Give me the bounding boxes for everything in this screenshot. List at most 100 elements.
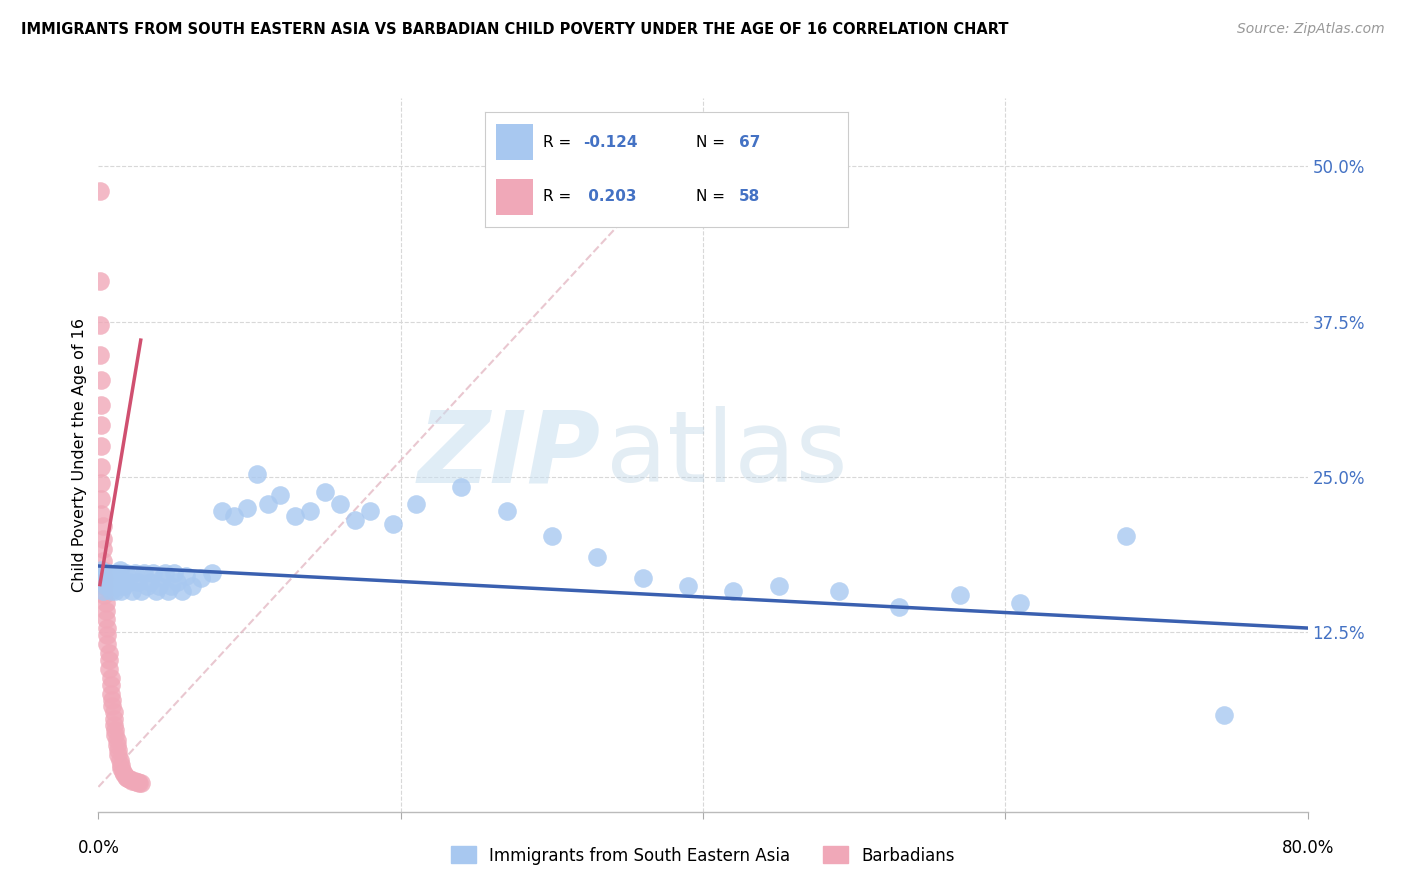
Point bbox=[344, 513, 367, 527]
Point bbox=[112, 767, 135, 781]
Point bbox=[128, 776, 150, 790]
Point bbox=[93, 566, 115, 581]
Point bbox=[246, 467, 269, 482]
Text: atlas: atlas bbox=[606, 407, 848, 503]
Point bbox=[148, 579, 170, 593]
Point bbox=[153, 566, 176, 581]
Point bbox=[98, 646, 121, 660]
Point bbox=[103, 712, 125, 726]
Point bbox=[115, 771, 138, 785]
Point bbox=[224, 509, 246, 524]
Point bbox=[107, 747, 129, 762]
Point bbox=[91, 554, 114, 568]
Point bbox=[124, 566, 146, 581]
Point bbox=[104, 723, 127, 737]
Point bbox=[299, 504, 322, 518]
Y-axis label: Child Poverty Under the Age of 16: Child Poverty Under the Age of 16 bbox=[72, 318, 87, 592]
Point bbox=[89, 184, 111, 198]
Point bbox=[1010, 596, 1032, 610]
Point bbox=[98, 566, 121, 581]
Text: Source: ZipAtlas.com: Source: ZipAtlas.com bbox=[1237, 22, 1385, 37]
Point bbox=[107, 579, 129, 593]
Point bbox=[631, 571, 654, 585]
Point bbox=[100, 671, 122, 685]
Point bbox=[100, 678, 122, 692]
Point bbox=[91, 532, 114, 546]
Point bbox=[127, 575, 149, 590]
Point bbox=[132, 566, 155, 581]
Point bbox=[125, 775, 148, 789]
Point bbox=[156, 583, 179, 598]
Point bbox=[114, 566, 136, 581]
Point bbox=[90, 373, 112, 387]
Text: IMMIGRANTS FROM SOUTH EASTERN ASIA VS BARBADIAN CHILD POVERTY UNDER THE AGE OF 1: IMMIGRANTS FROM SOUTH EASTERN ASIA VS BA… bbox=[21, 22, 1008, 37]
Point bbox=[1213, 707, 1236, 722]
Point bbox=[101, 579, 124, 593]
Point bbox=[94, 596, 117, 610]
Point bbox=[114, 770, 136, 784]
Point bbox=[112, 579, 135, 593]
Point bbox=[329, 497, 352, 511]
Point bbox=[256, 497, 278, 511]
Point bbox=[90, 475, 112, 490]
Point bbox=[90, 563, 112, 577]
Point bbox=[94, 612, 117, 626]
Point bbox=[201, 566, 224, 581]
Point bbox=[90, 459, 112, 474]
Point bbox=[105, 738, 128, 752]
Point bbox=[142, 566, 165, 581]
Point bbox=[314, 484, 336, 499]
Point bbox=[118, 575, 141, 590]
Point bbox=[90, 417, 112, 432]
Point bbox=[104, 728, 127, 742]
Point bbox=[129, 583, 152, 598]
Point bbox=[96, 571, 118, 585]
Point bbox=[405, 497, 427, 511]
Point bbox=[100, 687, 122, 701]
Point bbox=[235, 500, 257, 515]
Point bbox=[89, 318, 111, 333]
Point bbox=[269, 488, 291, 502]
Point bbox=[108, 753, 131, 767]
Point bbox=[90, 439, 112, 453]
Point bbox=[495, 504, 517, 518]
Text: 0.0%: 0.0% bbox=[77, 839, 120, 857]
Point bbox=[103, 571, 125, 585]
Point bbox=[163, 566, 186, 581]
Point bbox=[93, 571, 115, 585]
Point bbox=[89, 348, 111, 362]
Point bbox=[150, 571, 173, 585]
Point bbox=[93, 579, 115, 593]
Point bbox=[121, 583, 143, 598]
Legend: Immigrants from South Eastern Asia, Barbadians: Immigrants from South Eastern Asia, Barb… bbox=[444, 839, 962, 871]
Point bbox=[676, 579, 699, 593]
Point bbox=[103, 718, 125, 732]
Point bbox=[111, 764, 134, 779]
Point bbox=[105, 566, 128, 581]
Point bbox=[105, 732, 128, 747]
Point bbox=[1115, 529, 1137, 543]
Point bbox=[190, 571, 212, 585]
Point bbox=[91, 519, 114, 533]
Point bbox=[91, 563, 114, 577]
Point bbox=[91, 541, 114, 556]
Point bbox=[129, 776, 152, 790]
Point bbox=[96, 637, 118, 651]
Point bbox=[110, 583, 132, 598]
Text: ZIP: ZIP bbox=[418, 407, 600, 503]
Point bbox=[93, 588, 115, 602]
Point bbox=[124, 773, 146, 788]
Point bbox=[98, 653, 121, 667]
Point bbox=[723, 583, 745, 598]
Point bbox=[586, 550, 609, 565]
Point bbox=[110, 761, 132, 775]
Point bbox=[135, 579, 157, 593]
Point bbox=[145, 583, 167, 598]
Point bbox=[828, 583, 851, 598]
Point bbox=[110, 757, 132, 772]
Point bbox=[284, 509, 307, 524]
Point bbox=[160, 579, 183, 593]
Point bbox=[96, 628, 118, 642]
Point bbox=[382, 516, 405, 531]
Point bbox=[94, 604, 117, 618]
